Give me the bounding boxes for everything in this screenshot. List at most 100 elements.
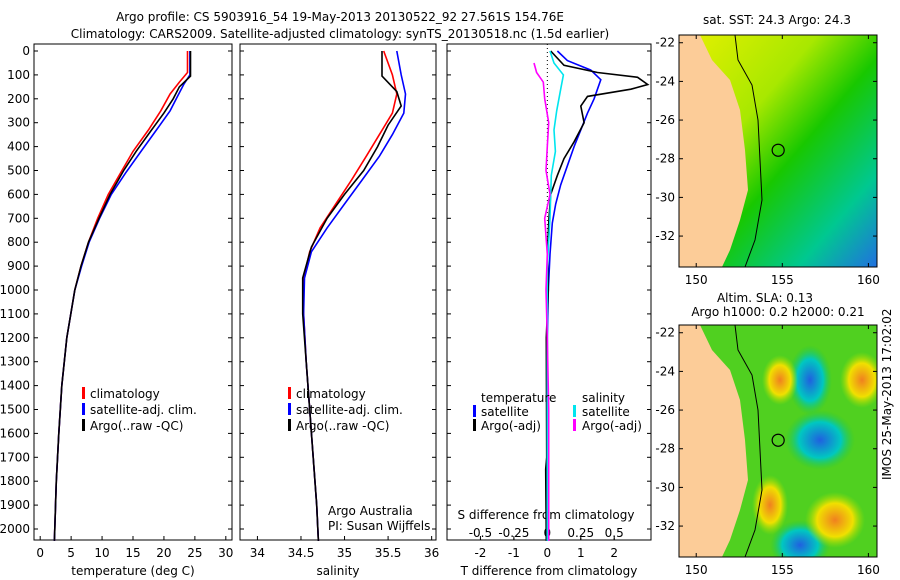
map-y-tick-label: -30 (655, 190, 675, 204)
x-tick-label: 36 (424, 546, 439, 560)
y-tick-label: 400 (7, 140, 30, 154)
credit-line-2: PI: Susan Wijffels (328, 519, 430, 533)
legend-label: satellite-adj. clim. (296, 403, 403, 417)
series-line-satellite-adj-clim- (302, 50, 407, 541)
title-line-1: Argo profile: CS 5903916_54 19-May-2013 … (116, 10, 564, 24)
x-tick-label: 35.5 (375, 546, 402, 560)
series-line-climatology (302, 50, 398, 541)
profile-panel-1: 0100200300400500600700800900100011001200… (0, 43, 233, 578)
credit-line-1: Argo Australia (328, 504, 413, 518)
x-tick-label: 34.5 (288, 546, 315, 560)
legend-swatch (473, 419, 476, 431)
map-x-tick-label: 150 (685, 563, 708, 577)
argo-float-marker (771, 433, 785, 447)
y-tick-label: 300 (7, 116, 30, 130)
legend-label: Argo(..raw -QC) (90, 419, 183, 433)
timestamp-label: IMOS 25-May-2013 17:02:02 (880, 308, 894, 480)
series-line-argo-raw-qc- (53, 51, 192, 541)
y-tick-label: 200 (7, 92, 30, 106)
x-tick-label: 25 (187, 546, 202, 560)
map-x-tick-label: 150 (685, 273, 708, 287)
sla-map (679, 325, 877, 557)
title-line-2: Climatology: CARS2009. Satellite-adjuste… (71, 27, 609, 41)
map-y-tick-label: -32 (655, 229, 675, 243)
x-tick-label: 15 (125, 546, 140, 560)
isobath-contour (734, 35, 763, 267)
x-tick-label: 10 (94, 546, 109, 560)
legend-swatch (573, 405, 576, 417)
sla-high-anomaly (752, 475, 788, 535)
profile-panels: 0100200300400500600700800900100011001200… (0, 43, 652, 578)
y-tick-label: 1800 (0, 474, 30, 488)
x-tick-label: 5 (67, 546, 75, 560)
x2-tick-label: -0.5 (469, 526, 492, 540)
map-y-tick-label: -28 (655, 152, 675, 166)
x-tick-label: -2 (474, 546, 486, 560)
series-line-satellite-adj-clim- (53, 51, 191, 541)
legend-swatch (573, 419, 576, 431)
map-axes: 150 155 160 -22 -24 -26 -28 -30 -32 sat. SST: 24.… (655, 13, 879, 577)
sla-high-anomaly (840, 352, 877, 408)
x-axis-label: T difference from climatology (460, 564, 638, 578)
series-line-t-argo-adj- (544, 50, 650, 541)
x-tick-label: 35 (337, 546, 352, 560)
x-tick-label: 30 (218, 546, 233, 560)
sla-high-anomaly (805, 492, 865, 548)
x-tick-label: 0 (544, 546, 552, 560)
legend-swatch (288, 419, 291, 431)
plot-frame (33, 43, 233, 541)
x2-tick-label: -0.25 (498, 526, 529, 540)
x-tick-label: 2 (610, 546, 618, 560)
y-tick-label: 900 (7, 259, 30, 273)
series-line-t-satellite (546, 50, 602, 541)
y-tick-label: 1100 (0, 307, 30, 321)
map-title: Altim. SLA: 0.13 (717, 291, 813, 305)
map-y-tick-label: -32 (655, 519, 675, 533)
y-tick-label: 1400 (0, 379, 30, 393)
argo-float-marker (771, 143, 785, 157)
map-x-tick-label: 155 (771, 563, 794, 577)
x-tick-label: -1 (508, 546, 520, 560)
map-y-tick-label: -22 (655, 36, 675, 50)
y-tick-label: 2000 (0, 522, 30, 536)
y-tick-label: 600 (7, 187, 30, 201)
map-y-tick-label: -24 (655, 364, 675, 378)
y-tick-label: 1300 (0, 355, 30, 369)
series-line-argo-raw-qc- (301, 51, 403, 541)
legend-label: climatology (296, 387, 366, 401)
legend-label: satellite (582, 405, 630, 419)
map-y-tick-label: -30 (655, 480, 675, 494)
map-frame (678, 324, 878, 558)
x2-tick-label: 0.25 (567, 526, 594, 540)
y-tick-label: 1000 (0, 283, 30, 297)
x-tick-label: 0 (36, 546, 44, 560)
x2-tick-label: 0.5 (605, 526, 624, 540)
y-tick-label: 1500 (0, 403, 30, 417)
land-australia (679, 35, 748, 267)
map-y-tick-label: -26 (655, 113, 675, 127)
map-y-tick-label: -24 (655, 74, 675, 88)
map-frame (678, 34, 878, 268)
map-subtitle: Argo h1000: 0.2 h2000: 0.21 (691, 305, 864, 319)
profile-panel-3: -2 -1 0 1 2 T difference from climatology -0.5… (446, 43, 652, 578)
legend-label: satellite (481, 405, 529, 419)
legend-swatch (82, 387, 85, 399)
legend-swatch (288, 403, 291, 415)
legend-label: salinity (582, 391, 625, 405)
map-x-tick-label: 160 (857, 273, 880, 287)
legend-swatch (82, 403, 85, 415)
sla-high-anomaly (762, 355, 798, 405)
map-title: sat. SST: 24.3 Argo: 24.3 (703, 13, 851, 27)
land-australia (679, 325, 748, 557)
y-tick-label: 800 (7, 235, 30, 249)
map-x-tick-label: 155 (771, 273, 794, 287)
legend-swatch (473, 405, 476, 417)
x-axis-label: salinity (316, 564, 359, 578)
y-tick-label: 100 (7, 68, 30, 82)
legend-label: temperature (481, 391, 556, 405)
series-line-s-argo-adj- (533, 62, 551, 541)
x-tick-label: 1 (577, 546, 585, 560)
y-tick-label: 0 (22, 44, 30, 58)
